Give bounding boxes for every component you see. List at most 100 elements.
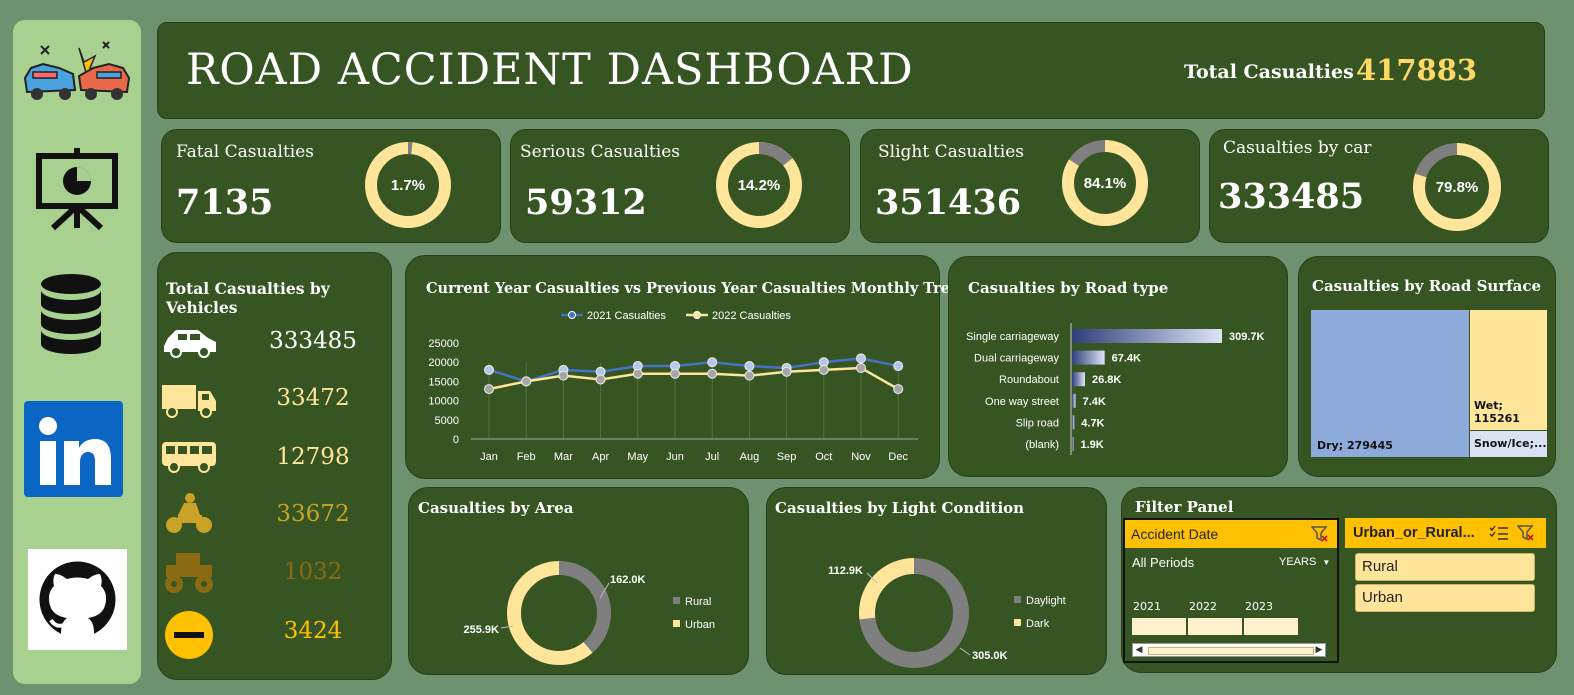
vehicle-value: 12798 xyxy=(276,444,350,470)
treemap-dry[interactable]: Dry; 279445 xyxy=(1311,310,1469,457)
timeline-bar-2022[interactable] xyxy=(1188,618,1242,635)
scroll-right-icon[interactable]: ▶ xyxy=(1315,645,1323,655)
database-icon[interactable] xyxy=(39,274,103,356)
multi-select-icon[interactable] xyxy=(1489,524,1509,542)
leader-line xyxy=(500,625,514,629)
chevron-down-icon: ▼ xyxy=(1322,558,1331,567)
series-line xyxy=(488,366,899,391)
x-tick-label: Dec xyxy=(888,451,908,463)
donut-slice xyxy=(507,561,611,665)
data-point xyxy=(744,361,755,372)
x-tick-label: Sep xyxy=(777,451,797,463)
filter-panel: Filter Panel Accident Date All Periods Y… xyxy=(1121,487,1557,673)
category-label: One way street xyxy=(985,396,1059,408)
road-surface-panel: Casualties by Road Surface Dry; 279445 W… xyxy=(1298,256,1556,477)
page-title: ROAD ACCIDENT DASHBOARD xyxy=(186,45,914,95)
data-label: 67.4K xyxy=(1112,353,1141,365)
kpi-value: 333485 xyxy=(1218,176,1365,217)
slicer-option-urban[interactable]: Urban xyxy=(1355,584,1535,612)
vehicle-row: 333485 xyxy=(158,320,390,366)
bar xyxy=(1072,350,1105,365)
accident-date-slicer: Accident Date All Periods YEARS ▼ 2021 2… xyxy=(1123,518,1339,663)
timeline-bar-2023[interactable] xyxy=(1244,618,1298,635)
x-tick-label: Jan xyxy=(480,451,498,463)
chart-title: Current Year Casualties vs Previous Year… xyxy=(426,280,971,297)
slicer-title: Accident Date xyxy=(1131,526,1219,542)
x-tick-label: Aug xyxy=(740,451,760,463)
scroll-thumb[interactable] xyxy=(1148,647,1314,655)
bus-icon xyxy=(162,442,216,473)
category-label: Roundabout xyxy=(999,374,1059,386)
kpi-donut: 1.7% xyxy=(365,142,451,228)
road-type-bar-chart: Single carriageway 309.7K Dual carriageway… xyxy=(966,323,1265,455)
treemap-wet[interactable]: Wet; 115261 xyxy=(1470,310,1547,430)
slicer-header: Accident Date xyxy=(1125,520,1337,548)
data-point xyxy=(670,368,680,379)
kpi-percent: 79.8% xyxy=(1436,179,1479,196)
panel-title: Total Casualties by Vehicles xyxy=(166,279,330,317)
data-point xyxy=(893,361,904,372)
kpi-title: Casualties by car xyxy=(1223,138,1372,158)
trend-line-chart: 2021 Casualties 2022 Casualties 25000 20000… xyxy=(428,310,918,463)
light-panel: Casualties by Light Condition Daylight Da… xyxy=(766,487,1107,675)
vehicle-row: 33672 xyxy=(158,493,390,539)
total-casualties-label: Total Casualties xyxy=(1184,61,1354,83)
y-tick-label: 25000 xyxy=(428,338,459,350)
data-point xyxy=(484,384,494,395)
kpi-title: Slight Casualties xyxy=(878,142,1025,162)
github-icon[interactable] xyxy=(28,549,127,650)
clear-filter-icon[interactable] xyxy=(1516,524,1535,542)
timeline-scrollbar[interactable]: ◀ ▶ xyxy=(1132,643,1326,657)
kpi-donut-fill xyxy=(365,142,451,228)
period-level-value: YEARS xyxy=(1279,556,1317,568)
legend-swatch xyxy=(673,620,680,627)
trend-chart-panel: Current Year Casualties vs Previous Year… xyxy=(405,255,971,479)
category-label: Slip road xyxy=(1016,417,1059,429)
data-point xyxy=(484,364,494,375)
legend-swatch xyxy=(1014,619,1021,626)
legend-label: Daylight xyxy=(1026,595,1066,607)
legend-label: Rural xyxy=(685,596,711,608)
tractor-icon xyxy=(165,553,213,593)
treemap-snow-ice[interactable]: Snow/Ice;... xyxy=(1470,431,1547,457)
legend-marker xyxy=(693,311,701,319)
linkedin-icon[interactable] xyxy=(24,401,123,497)
kpi-donut-fill xyxy=(716,142,802,228)
header-panel: ROAD ACCIDENT DASHBOARD Total Casualties… xyxy=(157,22,1545,119)
kpi-value: 7135 xyxy=(176,182,274,223)
x-tick-label: May xyxy=(627,451,648,463)
road-type-panel: Casualties by Road type Single carriagew… xyxy=(948,256,1288,477)
kpi-value: 59312 xyxy=(525,182,647,223)
timeline-bar-2021[interactable] xyxy=(1132,618,1186,635)
vehicle-row: 33472 xyxy=(158,377,390,423)
sidebar xyxy=(13,20,141,684)
bar xyxy=(1072,437,1074,451)
area-panel: Casualties by Area Rural Urban 162.0K 255.9… xyxy=(408,487,749,675)
bar xyxy=(1072,415,1075,430)
data-label: 162.0K xyxy=(610,574,646,586)
period-level-dropdown[interactable]: YEARS ▼ xyxy=(1279,556,1330,568)
legend-label: Dark xyxy=(1026,618,1050,630)
clear-filter-icon[interactable] xyxy=(1310,525,1329,543)
treemap-label: Snow/Ice;... xyxy=(1474,437,1547,450)
y-tick-label: 0 xyxy=(453,434,459,446)
x-tick-label: Mar xyxy=(554,451,573,463)
slicer-option-rural[interactable]: Rural xyxy=(1355,553,1535,581)
filter-panel-title: Filter Panel xyxy=(1135,498,1234,516)
data-point xyxy=(707,368,718,379)
data-label: 309.7K xyxy=(1229,331,1265,343)
presentation-icon[interactable] xyxy=(35,148,119,232)
kpi-card-car: Casualties by car 333485 79.8% xyxy=(1209,129,1549,243)
data-label: 255.9K xyxy=(464,624,500,636)
slicer-option-label: Urban xyxy=(1362,589,1403,606)
kpi-donut: 79.8% xyxy=(1413,143,1501,231)
light-donut-chart: Daylight Dark 305.0K 112.9K xyxy=(828,558,1066,668)
category-label: Dual carriageway xyxy=(974,353,1059,365)
data-label: 7.4K xyxy=(1083,396,1106,408)
scroll-left-icon[interactable]: ◀ xyxy=(1135,645,1143,655)
x-tick-label: Feb xyxy=(517,451,536,463)
car-crash-icon[interactable] xyxy=(21,38,133,104)
leader-line xyxy=(599,582,610,599)
area-donut-chart: Rural Urban 162.0K 255.9K xyxy=(464,561,715,665)
y-tick-label: 5000 xyxy=(435,415,459,427)
